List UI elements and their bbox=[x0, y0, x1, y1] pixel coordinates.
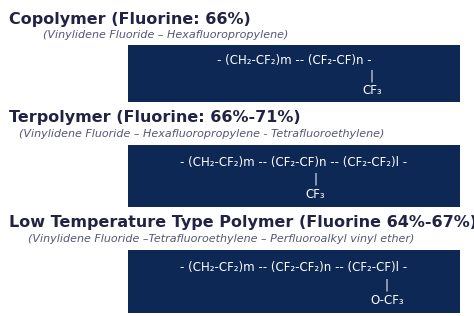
Text: (Vinylidene Fluoride – Hexafluoropropylene): (Vinylidene Fluoride – Hexafluoropropyle… bbox=[43, 30, 288, 40]
Text: Low Temperature Type Polymer (Fluorine 64%-67%): Low Temperature Type Polymer (Fluorine 6… bbox=[9, 215, 474, 230]
Bar bbox=[128, 145, 460, 207]
Text: - (CH₂-CF₂)m -- (CF₂-CF₂)n -- (CF₂-CF)l -: - (CH₂-CF₂)m -- (CF₂-CF₂)n -- (CF₂-CF)l … bbox=[180, 261, 408, 274]
Text: |: | bbox=[385, 278, 389, 291]
Text: (Vinylidene Fluoride –Tetrafluoroethylene – Perfluoroalkyl vinyl ether): (Vinylidene Fluoride –Tetrafluoroethylen… bbox=[28, 234, 415, 244]
Text: |: | bbox=[370, 70, 374, 83]
Text: Copolymer (Fluorine: 66%): Copolymer (Fluorine: 66%) bbox=[9, 12, 251, 27]
Text: |: | bbox=[313, 173, 318, 185]
Text: CF₃: CF₃ bbox=[306, 188, 325, 201]
Text: O-CF₃: O-CF₃ bbox=[370, 294, 403, 307]
Bar bbox=[128, 45, 460, 102]
Text: CF₃: CF₃ bbox=[362, 84, 382, 97]
Text: - (CH₂-CF₂)m -- (CF₂-CF)n -- (CF₂-CF₂)l -: - (CH₂-CF₂)m -- (CF₂-CF)n -- (CF₂-CF₂)l … bbox=[180, 156, 408, 169]
Text: - (CH₂-CF₂)m -- (CF₂-CF)n -: - (CH₂-CF₂)m -- (CF₂-CF)n - bbox=[217, 54, 371, 67]
Text: (Vinylidene Fluoride – Hexafluoropropylene - Tetrafluoroethylene): (Vinylidene Fluoride – Hexafluoropropyle… bbox=[19, 129, 384, 139]
Bar bbox=[128, 250, 460, 313]
Text: Terpolymer (Fluorine: 66%-71%): Terpolymer (Fluorine: 66%-71%) bbox=[9, 110, 301, 125]
